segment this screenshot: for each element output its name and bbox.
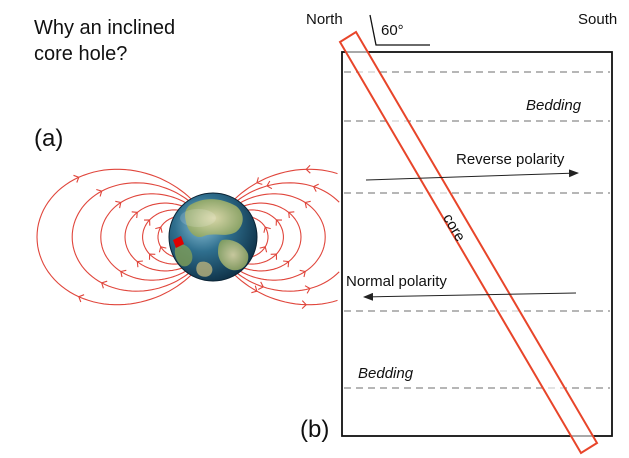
field-arrow-icon <box>275 219 283 226</box>
site-marker-icon <box>173 236 184 248</box>
field-arrow-icon <box>257 281 265 290</box>
field-arrow-icon <box>96 188 103 197</box>
dip-angle-symbol-icon <box>369 14 430 46</box>
field-arrow-icon <box>312 183 319 192</box>
normal-polarity-label: Normal polarity <box>346 273 447 290</box>
reverse-polarity-arrow <box>365 169 579 181</box>
field-line <box>252 216 269 258</box>
field-line <box>157 216 174 258</box>
field-arrow-icon <box>101 280 108 289</box>
core-outline <box>338 30 599 455</box>
field-line <box>142 209 179 265</box>
title-line-2: core hole? <box>34 43 127 65</box>
field-line <box>100 193 186 281</box>
field-line <box>237 182 340 203</box>
reverse-polarity-label: Reverse polarity <box>456 151 565 168</box>
panel-b-label: (b) <box>300 416 329 443</box>
field-arrow-icon <box>256 177 263 185</box>
field-arrow-icon <box>143 219 151 226</box>
field-arrow-icon <box>301 300 307 309</box>
field-arrow-icon <box>148 253 156 260</box>
field-arrow-icon <box>304 200 311 209</box>
field-arrow-icon <box>266 180 273 190</box>
panel-a-label: (a) <box>34 125 63 152</box>
field-arrow-icon <box>299 269 306 278</box>
south-label: South <box>578 11 617 28</box>
north-label: North <box>306 11 343 28</box>
bedding-label-upper: Bedding <box>526 97 582 114</box>
field-arrow-icon <box>251 285 258 294</box>
title-line-1: Why an inclined <box>34 17 175 39</box>
field-line <box>71 182 189 292</box>
field-arrow-icon <box>259 246 268 253</box>
field-arrow-icon <box>78 294 85 303</box>
field-line <box>234 168 338 200</box>
field-line <box>234 274 338 306</box>
bedding-label-lower: Bedding <box>358 365 414 382</box>
field-line <box>247 209 284 265</box>
field-line <box>36 168 192 306</box>
field-arrow-icon <box>120 269 127 278</box>
earth-globe-icon <box>168 192 258 282</box>
field-arrow-icon <box>288 211 295 219</box>
field-arrow-icon <box>155 226 163 233</box>
normal-polarity-arrow <box>363 292 577 301</box>
field-line <box>237 271 340 292</box>
field-arrow-icon <box>304 285 311 294</box>
field-arrow-icon <box>158 246 167 253</box>
dip-angle-label: 60° <box>381 22 404 39</box>
field-arrow-icon <box>263 226 271 233</box>
field-arrow-icon <box>131 211 138 219</box>
bedding-lines <box>344 71 610 389</box>
field-line <box>124 202 183 272</box>
field-line <box>243 202 302 272</box>
field-arrow-icon <box>136 260 143 268</box>
field-arrow-icon <box>270 253 278 260</box>
field-arrow-icon <box>305 164 311 174</box>
field-arrow-icon <box>115 200 122 209</box>
field-arrow-icon <box>73 174 80 183</box>
field-arrow-icon <box>283 260 290 268</box>
magnetic-field-lines <box>36 164 340 309</box>
field-line <box>240 193 326 281</box>
section-box <box>341 51 613 437</box>
